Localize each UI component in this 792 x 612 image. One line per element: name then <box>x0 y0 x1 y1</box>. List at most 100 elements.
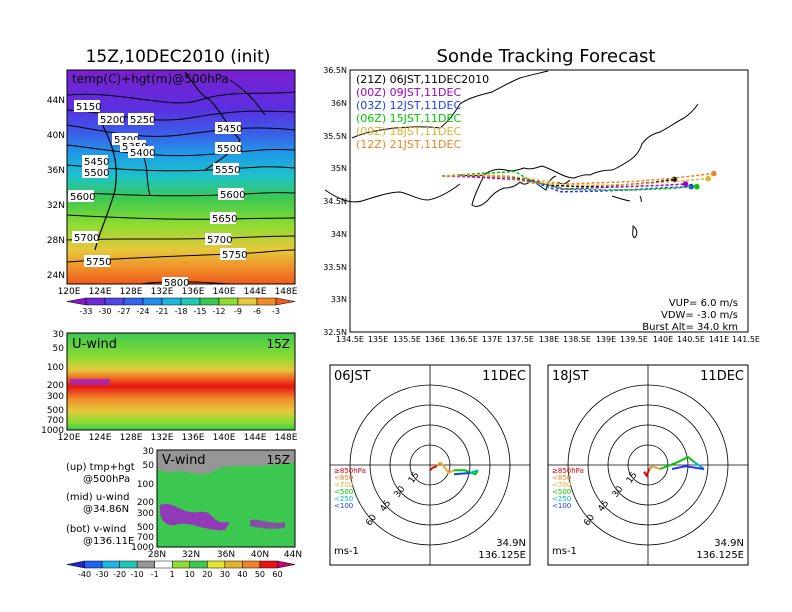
colorbar-swatch <box>161 297 182 306</box>
track-endpoint <box>694 183 700 190</box>
lon-tick: 132E <box>151 287 174 297</box>
colorbar-swatch <box>66 297 87 306</box>
p-tick: 100 <box>137 480 154 490</box>
p-tick: 500 <box>47 406 64 416</box>
lon-tick: 136E <box>425 335 445 344</box>
uwind-lon-ticks: 120E 124E 128E 132E 136E 140E 144E 148E <box>58 433 298 443</box>
track-plot-area <box>349 69 749 333</box>
lat-tick: 24N <box>47 271 65 281</box>
p-tick: 200 <box>137 498 154 508</box>
note-b: @500hPa <box>83 474 130 485</box>
lon-tick: 132E <box>151 433 174 443</box>
contour-label: 5500 <box>84 168 109 179</box>
lat-tick: 44N <box>47 96 65 106</box>
colorbar-swatch <box>224 560 243 569</box>
track-legend-item: (06Z) 15JST,11DEC <box>356 112 461 125</box>
colorbar-swatch <box>66 560 85 569</box>
map-500hpa-panel: temp(C)+hgt(m)@500hPa 5150 5200 5250 530… <box>47 69 298 297</box>
track-line <box>442 174 709 187</box>
colorbar-swatch <box>242 560 261 569</box>
hodo-legend-item: <100 <box>334 502 353 510</box>
lon-tick: 140E <box>213 287 236 297</box>
lat-tick: 44N <box>284 550 302 560</box>
colorbar-swatch <box>84 560 103 569</box>
lon-tick: 144E <box>244 287 267 297</box>
hodo-date: 11DEC <box>700 369 744 384</box>
hodo-time: 06JST <box>334 369 371 384</box>
hodo-segment <box>659 455 696 470</box>
lon-tick: 137E <box>482 335 502 344</box>
p-tick: 700 <box>47 416 64 426</box>
hodo-segment <box>648 465 653 470</box>
lat-tick: 32.5N <box>323 328 347 337</box>
lat-tick: 40N <box>251 550 269 560</box>
hodo-segment <box>671 465 705 470</box>
lon-tick: 120E <box>58 287 81 297</box>
track-legend-item: (00Z) 09JST,11DEC <box>356 86 461 99</box>
hodo-lat: 34.9N <box>496 538 526 549</box>
colorbar-swatch <box>259 560 278 569</box>
panel-notes: (up) tmp+hgt @500hPa (mid) u-wind @34.86… <box>66 462 135 547</box>
colorbar-tick: -21 <box>155 307 168 316</box>
colorbar-tick: -12 <box>212 307 225 316</box>
note-b: @136.11E <box>83 536 134 547</box>
hodo-legend: ≥850hPa<850<700<500<250<100 <box>334 467 366 510</box>
track-legend: (21Z) 06JST,11DEC2010 (00Z) 09JST,11DEC … <box>356 73 489 151</box>
lat-tick: 28N <box>148 550 166 560</box>
colorbar-tick: 10 <box>185 570 195 579</box>
colorbar-swatch <box>237 297 258 306</box>
contour-label: 5150 <box>76 102 101 113</box>
colorbar-swatch <box>189 560 208 569</box>
lon-tick: 140E <box>653 335 673 344</box>
lat-tick: 33N <box>331 295 347 304</box>
p-tick: 100 <box>47 363 64 373</box>
track-legend-item: (12Z) 21JST,11DEC <box>356 138 461 151</box>
hodo-legend-item: <100 <box>552 502 571 510</box>
colorbar-swatch <box>180 297 201 306</box>
colorbar-tick: -9 <box>234 307 242 316</box>
lon-tick: 140.5E <box>677 335 705 344</box>
lon-tick: 134.5E <box>336 335 364 344</box>
vwind-p-ticks: 30 50 100 200 300 500 700 1000 <box>131 447 154 553</box>
colorbar-tick: -18 <box>174 307 187 316</box>
note-a: (mid) u-wind <box>66 492 129 503</box>
vwind-label: V-wind <box>162 453 206 468</box>
lon-tick: 139.5E <box>620 335 648 344</box>
contour-label: 5750 <box>86 257 111 268</box>
hodograph-18jst: 18JST 11DEC ms-1 34.9N 136.125E 15304560… <box>547 364 749 566</box>
hodo-time: 18JST <box>552 369 589 384</box>
colorbar-tick: 1 <box>170 570 175 579</box>
contour-label: 5600 <box>220 190 245 201</box>
track-endpoint <box>682 181 689 187</box>
colorbar-swatch <box>104 297 125 306</box>
track-endpoint <box>705 175 711 182</box>
lon-tick: 135E <box>368 335 388 344</box>
colorbar-tick: -20 <box>113 570 126 579</box>
lon-tick: 136E <box>182 433 205 443</box>
hodo-unit: ms-1 <box>334 546 359 557</box>
contour-label: 5750 <box>222 250 247 261</box>
colorbar-tick: -15 <box>193 307 206 316</box>
lat-tick: 36.5N <box>323 66 347 75</box>
colorbar-tick: 40 <box>237 570 247 579</box>
track-line <box>442 172 714 185</box>
hodo-segment <box>651 465 661 470</box>
p-tick: 300 <box>47 392 64 402</box>
p-tick: 30 <box>143 447 155 457</box>
track-line <box>442 175 686 190</box>
hodo-segment <box>469 469 479 474</box>
colorbar-swatch <box>207 560 226 569</box>
hodo-legend-item: <700 <box>334 481 353 489</box>
contour-label: 5700 <box>207 235 232 246</box>
hodo-lon: 136.125E <box>696 550 744 561</box>
track-legend-item: (21Z) 06JST,11DEC2010 <box>356 73 489 86</box>
hodo-legend-item: <700 <box>552 481 571 489</box>
lon-tick: 137.5E <box>506 335 534 344</box>
colorbar-tick: -1 <box>151 570 159 579</box>
lat-tick: 34N <box>331 230 347 239</box>
hodo-legend-item: <850 <box>334 474 353 482</box>
map-500-label: temp(C)+hgt(m)@500hPa <box>72 72 229 86</box>
track-legend-item: (03Z) 12JST,11DEC <box>356 99 461 112</box>
colorbar-tick: -6 <box>253 307 261 316</box>
colorbar-tick: -10 <box>131 570 144 579</box>
